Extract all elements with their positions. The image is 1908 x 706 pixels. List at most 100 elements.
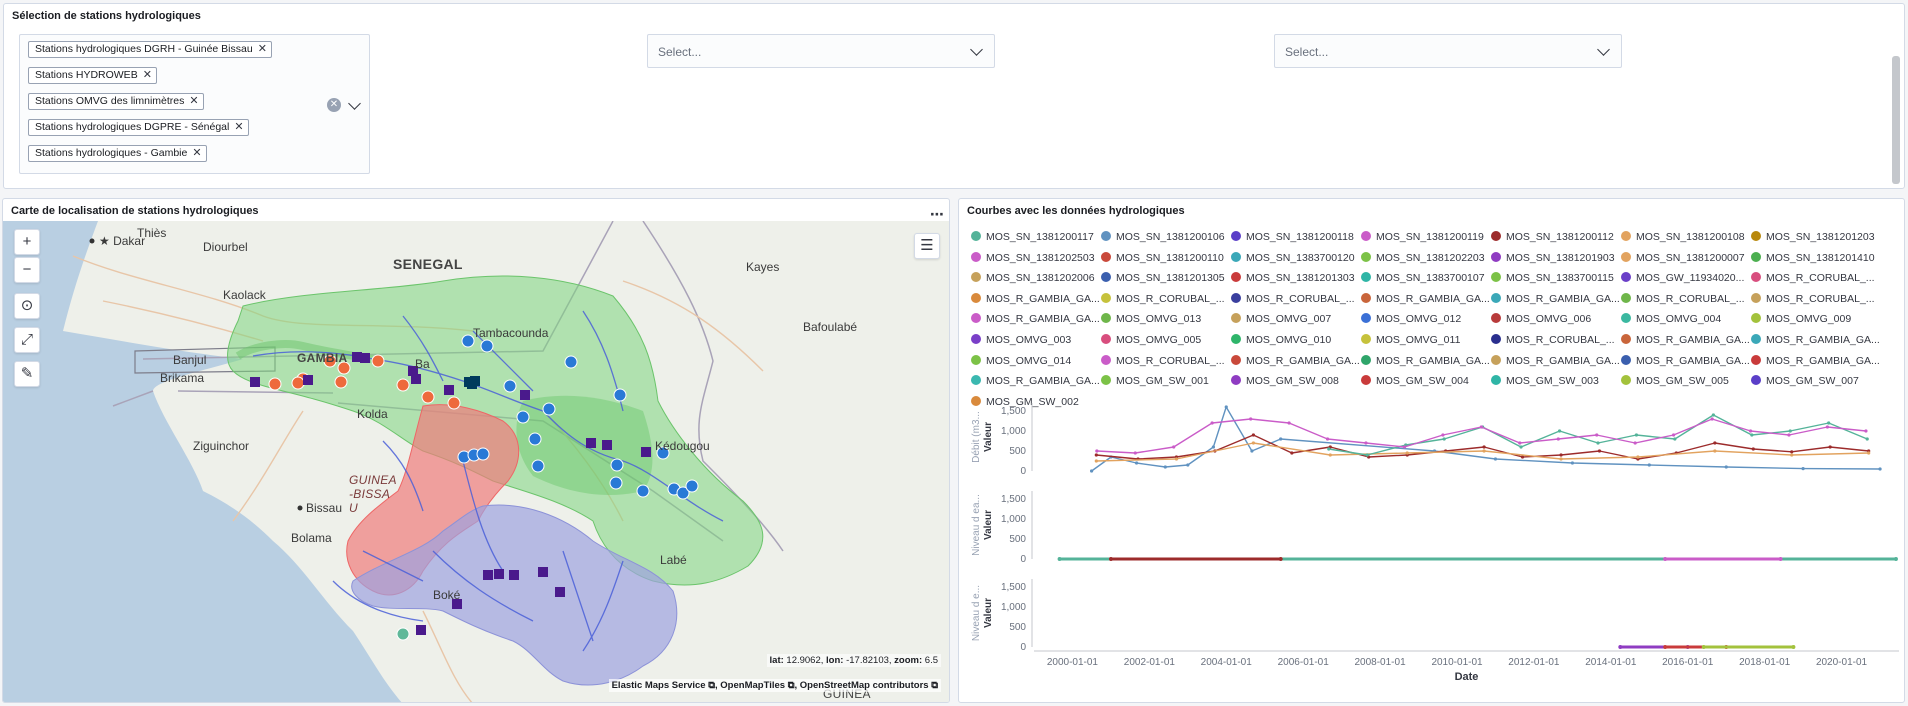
station-marker[interactable] [509,570,519,580]
data-point[interactable] [1163,465,1167,469]
data-point[interactable] [1867,451,1871,455]
data-point[interactable] [1750,433,1754,437]
legend-item[interactable]: MOS_SN_1383700107 [1361,268,1485,288]
data-point[interactable] [1864,429,1868,433]
data-point[interactable] [1663,557,1668,561]
data-point[interactable] [1711,413,1715,417]
data-point[interactable] [1865,437,1869,441]
data-point[interactable] [1134,461,1139,465]
data-point[interactable] [1713,449,1717,453]
station-marker[interactable] [476,447,490,461]
station-marker[interactable] [542,402,556,416]
legend-item[interactable]: MOS_R_CORUBAL_... [1231,289,1355,309]
legend-item[interactable]: MOS_R_CORUBAL_... [1621,289,1745,309]
legend-item[interactable]: MOS_SN_1381201903 [1491,248,1615,268]
series-line[interactable] [1096,442,1869,462]
data-point[interactable] [1673,437,1677,441]
data-point[interactable] [1787,433,1791,437]
layer-legend-icon[interactable]: ☰ [914,233,940,259]
chevron-down-icon[interactable] [970,43,983,56]
legend-item[interactable]: MOS_R_GAMBIA_GA... [1621,351,1750,371]
station-marker[interactable] [564,355,578,369]
data-point[interactable] [1251,441,1256,445]
data-point[interactable] [1493,457,1498,461]
station-marker[interactable] [586,438,596,448]
legend-item[interactable]: MOS_R_GAMBIA_GA... [1361,289,1490,309]
legend-item[interactable]: MOS_SN_1381200119 [1361,227,1484,247]
legend-item[interactable]: MOS_SN_1381200118 [1231,227,1354,247]
legend-item[interactable]: MOS_GM_SW_005 [1621,371,1729,391]
data-point[interactable] [1557,429,1562,433]
data-point[interactable] [1186,463,1190,467]
legend-item[interactable]: MOS_SN_1381200106 [1101,227,1225,247]
data-point[interactable] [1133,451,1137,455]
data-point[interactable] [1094,453,1098,457]
data-point[interactable] [1287,421,1291,425]
legend-item[interactable]: MOS_R_CORUBAL_... [1751,268,1875,288]
data-point[interactable] [1597,449,1602,453]
station-marker[interactable] [396,627,410,641]
station-marker[interactable] [461,334,475,348]
legend-item[interactable]: MOS_R_CORUBAL_... [1491,330,1615,350]
legend-item[interactable]: MOS_OMVG_009 [1751,309,1851,329]
legend-item[interactable]: MOS_R_GAMBIA_GA... [1621,330,1750,350]
legend-item[interactable]: MOS_SN_1381200108 [1621,227,1745,247]
legend-item[interactable]: MOS_OMVG_010 [1231,330,1331,350]
data-point[interactable] [1482,449,1486,453]
data-point[interactable] [1713,441,1717,445]
chevron-down-icon[interactable] [348,97,361,110]
legend-item[interactable]: MOS_OMVG_013 [1101,309,1201,329]
data-point[interactable] [1211,445,1216,449]
station-marker[interactable] [416,625,426,635]
data-point[interactable] [1791,645,1796,649]
station-marker[interactable] [444,385,454,395]
data-point[interactable] [1325,437,1330,441]
legend-item[interactable]: MOS_R_GAMBIA_GA... [971,309,1100,329]
data-point[interactable] [1364,441,1368,445]
zoom-in-button[interactable]: + [14,229,40,255]
station-marker[interactable] [268,377,282,391]
legend-item[interactable]: MOS_R_GAMBIA_GA... [971,371,1100,391]
data-point[interactable] [1790,453,1794,457]
data-point[interactable] [1518,441,1522,445]
station-select-2[interactable]: Select... [647,34,995,68]
legend-item[interactable]: MOS_SN_1381201410 [1751,248,1875,268]
data-point[interactable] [1095,449,1099,453]
data-point[interactable] [1224,405,1228,409]
data-point[interactable] [1402,445,1407,449]
data-point[interactable] [1636,455,1640,459]
attribution-link[interactable]: OpenStreetMap contributors [799,680,929,691]
legend-item[interactable]: MOS_R_GAMBIA_GA... [1231,351,1360,371]
legend-item[interactable]: MOS_SN_1381201203 [1751,227,1875,247]
legend-item[interactable]: MOS_SN_1381201303 [1231,268,1355,288]
data-point[interactable] [1556,437,1560,441]
clear-selection-icon[interactable]: ✕ [327,98,341,112]
station-markers[interactable] [250,334,699,641]
legend-item[interactable]: MOS_SN_1381200007 [1621,248,1745,268]
legend-item[interactable]: MOS_R_GAMBIA_GA... [1361,351,1490,371]
data-point[interactable] [1893,557,1898,561]
legend-item[interactable]: MOS_GW_11934020... [1621,268,1744,288]
station-select-3[interactable]: Select... [1274,34,1622,68]
legend-item[interactable]: MOS_SN_1381202503 [971,248,1095,268]
station-marker[interactable] [323,354,337,368]
legend-item[interactable]: MOS_OMVG_003 [971,330,1071,350]
station-marker[interactable] [602,440,612,450]
station-marker[interactable] [676,486,690,500]
data-point[interactable] [1701,645,1706,649]
panel-scrollbar[interactable] [1892,56,1900,184]
data-point[interactable] [1559,457,1563,461]
data-point[interactable] [1108,557,1113,561]
station-marker[interactable] [528,432,542,446]
legend-item[interactable]: MOS_R_GAMBIA_GA... [1751,351,1880,371]
data-point[interactable] [1278,557,1283,561]
station-marker[interactable] [447,396,461,410]
data-point[interactable] [1801,467,1805,471]
data-point[interactable] [1250,449,1254,453]
station-marker[interactable] [503,379,517,393]
legend-item[interactable]: MOS_SN_1381202203 [1361,248,1485,268]
remove-pill-icon[interactable]: ✕ [257,43,267,55]
legend-item[interactable]: MOS_SN_1383700120 [1231,248,1355,268]
data-point[interactable] [1595,433,1599,437]
remove-pill-icon[interactable]: ✕ [189,95,199,107]
